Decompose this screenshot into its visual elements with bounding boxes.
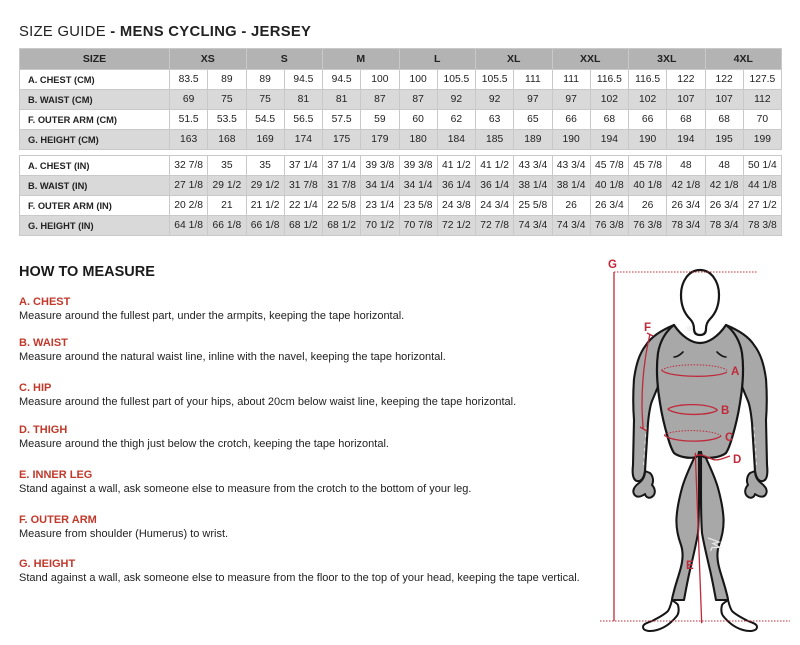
svg-text:D: D	[733, 454, 741, 466]
svg-text:B: B	[721, 405, 729, 417]
svg-text:A: A	[731, 366, 739, 378]
svg-text:E: E	[686, 560, 694, 572]
svg-text:F: F	[644, 322, 651, 334]
svg-text:G: G	[608, 259, 617, 271]
svg-text:C: C	[725, 432, 733, 444]
